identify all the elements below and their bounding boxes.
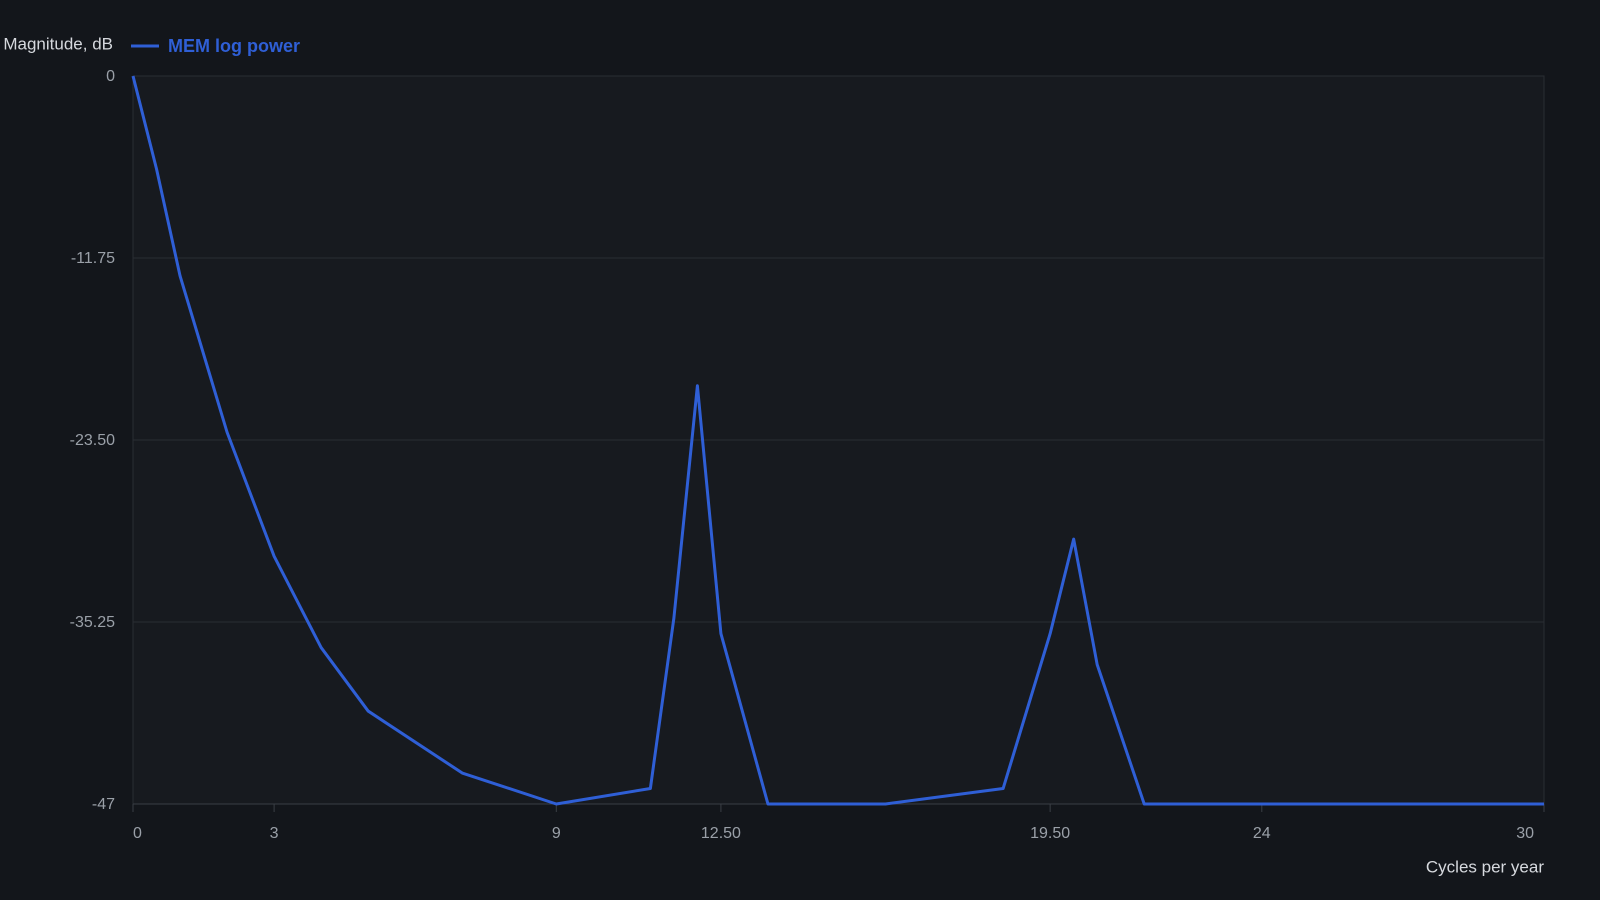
x-tick-label: 9 (552, 825, 561, 842)
x-axis-label: Cycles per year (1426, 857, 1544, 876)
y-tick-label: -11.75 (71, 250, 115, 267)
x-tick-label: 0 (133, 825, 142, 842)
y-tick-label: -47 (92, 796, 115, 813)
y-tick-label: -35.25 (70, 614, 115, 631)
x-tick-label: 30 (1516, 825, 1534, 842)
y-axis-label: Magnitude, dB (3, 34, 113, 53)
y-tick-label: 0 (106, 68, 115, 85)
legend-label: MEM log power (168, 36, 300, 56)
data-line (131, 75, 1544, 806)
x-tick-label: 3 (270, 825, 279, 842)
x-tick-label: 24 (1253, 825, 1271, 842)
x-tick-label: 19.50 (1030, 825, 1070, 842)
y-tick-label: -23.50 (70, 432, 115, 449)
x-tick-label: 12.50 (701, 825, 741, 842)
